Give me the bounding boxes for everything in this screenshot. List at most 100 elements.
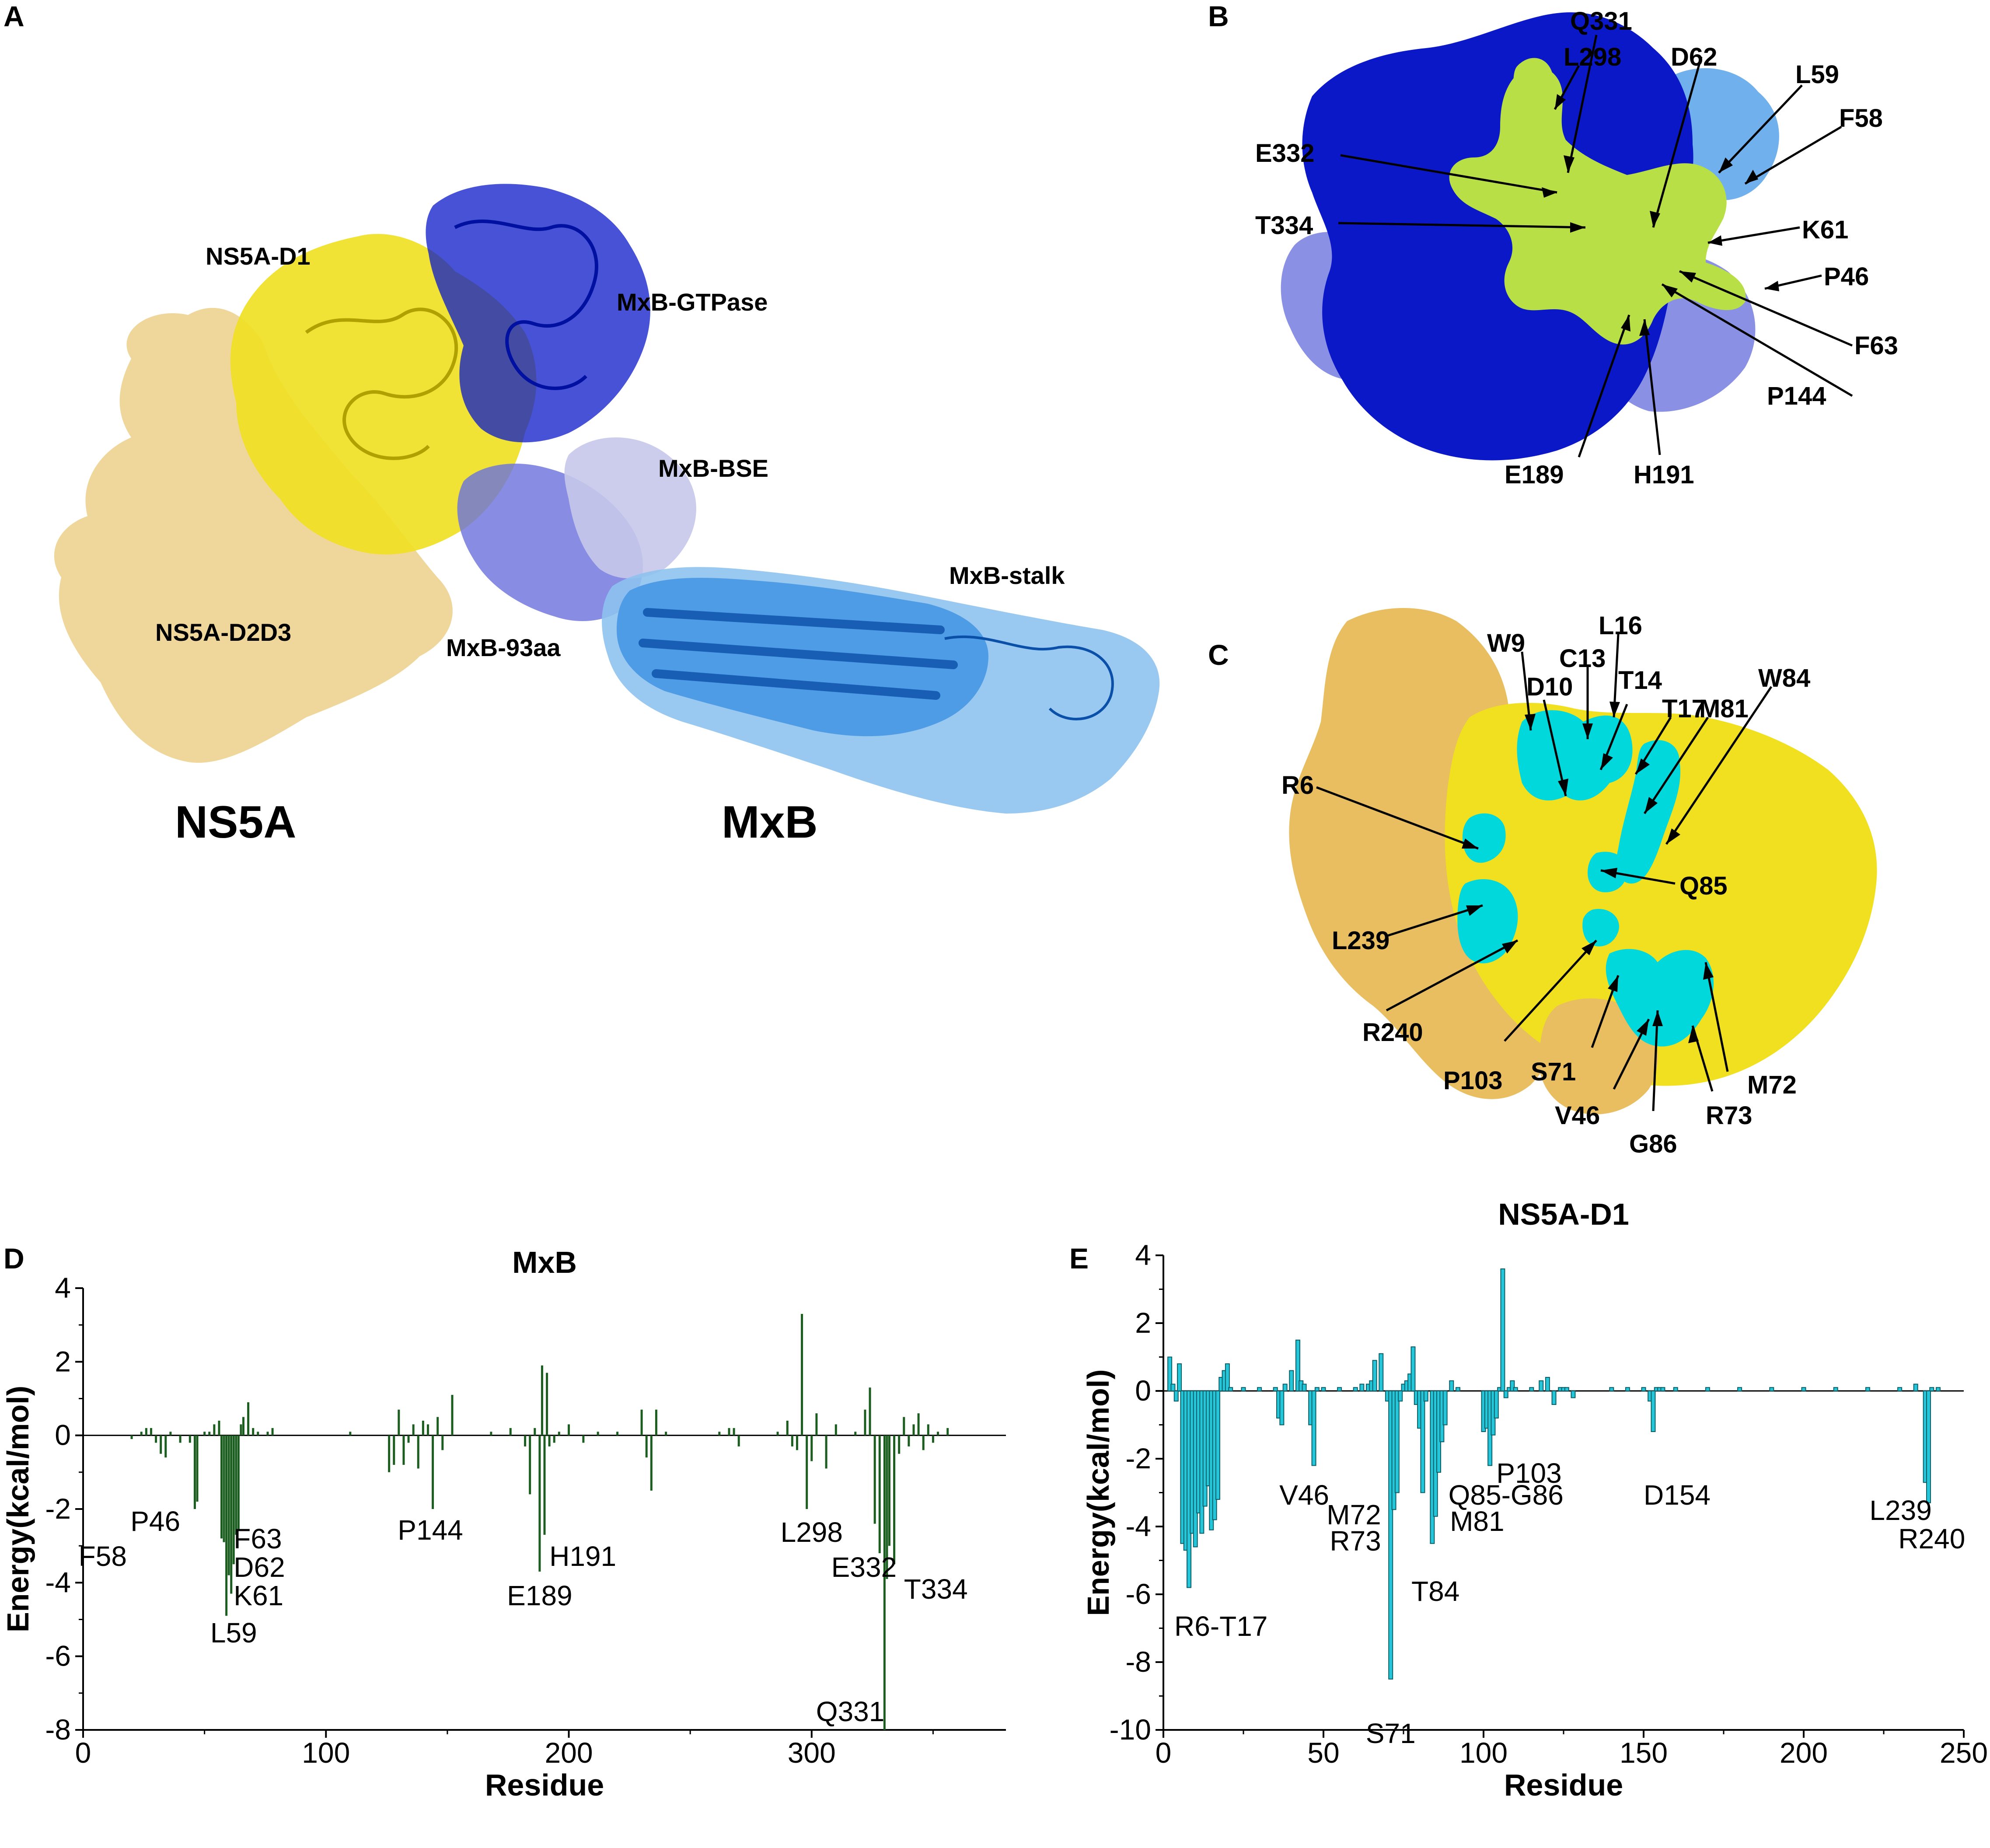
label-ns5a-d1: NS5A-D1 (206, 242, 311, 270)
energy-bar (227, 1435, 230, 1576)
res-c-m81: M81 (1699, 695, 1749, 723)
x-tick-label: 300 (788, 1736, 836, 1769)
residue-annotation: R73 (1330, 1525, 1381, 1557)
residue-annotation: P103 (1496, 1457, 1561, 1489)
residue-annotation: Q85-G86 (1449, 1479, 1564, 1511)
energy-bar (616, 1432, 619, 1436)
energy-bar (196, 1435, 199, 1502)
energy-bar (864, 1409, 866, 1436)
y-tick-label: -8 (45, 1713, 71, 1746)
energy-bar (407, 1435, 410, 1443)
energy-bar (1170, 1383, 1176, 1391)
energy-bar (412, 1424, 415, 1436)
res-b-e189: E189 (1505, 461, 1564, 489)
energy-bar (529, 1435, 531, 1495)
res-b-q331: Q331 (1570, 7, 1632, 35)
energy-bar (402, 1435, 405, 1465)
energy-bar (1394, 1390, 1400, 1493)
res-b-f58: F58 (1839, 104, 1883, 133)
y-tick-label: -2 (45, 1492, 71, 1525)
res-b-l59: L59 (1795, 60, 1839, 89)
energy-bar (1302, 1383, 1307, 1391)
chart-mxb-ylabel: Energy(kcal/mol) (1, 1386, 35, 1632)
res-b-e332: E332 (1255, 139, 1314, 168)
energy-bar (937, 1432, 939, 1436)
energy-bar (541, 1365, 543, 1436)
energy-bar (1494, 1390, 1499, 1418)
energy-bar (240, 1424, 242, 1436)
residue-annotation: F63 (234, 1523, 282, 1555)
energy-bar (538, 1435, 541, 1572)
ns5a-tan-bottom (1539, 998, 1658, 1114)
label-mxb-stalk: MxB-stalk (949, 562, 1065, 589)
residue-annotation: T84 (1411, 1576, 1459, 1607)
energy-bar (645, 1435, 648, 1458)
label-ns5a-d2d3: NS5A-D2D3 (155, 618, 291, 646)
panel-letter-c: C (1208, 639, 1229, 671)
residue-annotation: R240 (1898, 1523, 1965, 1555)
energy-bar (546, 1373, 548, 1436)
energy-bar (534, 1428, 536, 1436)
energy-bar (946, 1428, 949, 1436)
energy-bar (883, 1435, 886, 1730)
energy-bar (1609, 1387, 1614, 1391)
residue-annotation: T334 (904, 1573, 968, 1605)
res-b-l298: L298 (1564, 43, 1621, 71)
energy-bar (1442, 1390, 1448, 1425)
energy-bar (1673, 1387, 1678, 1391)
energy-bar (665, 1432, 667, 1436)
panel-c-structure: L16 W9 C13 D10 T14 T17 M81 W84 R6 Q85 L2… (1281, 608, 1877, 1158)
residue-annotation: Q331 (816, 1696, 885, 1727)
energy-bar (235, 1435, 237, 1535)
energy-bar (1167, 1356, 1173, 1391)
energy-bar (232, 1435, 235, 1565)
x-tick-label: 200 (1780, 1736, 1828, 1769)
res-c-p103: P103 (1443, 1066, 1502, 1095)
res-c-q85: Q85 (1679, 872, 1728, 900)
energy-bar (1289, 1370, 1294, 1391)
energy-bar (796, 1435, 798, 1450)
energy-bar (436, 1417, 439, 1436)
x-tick-label: 150 (1620, 1736, 1668, 1769)
energy-bar (1177, 1363, 1182, 1391)
residue-annotation: P46 (130, 1506, 180, 1537)
y-tick-label: 2 (55, 1345, 71, 1377)
energy-bar (271, 1428, 274, 1436)
energy-bar (932, 1435, 934, 1443)
energy-bar (733, 1428, 735, 1436)
res-c-r6: R6 (1281, 771, 1314, 800)
energy-bar (237, 1435, 240, 1531)
x-tick-label: 50 (1307, 1736, 1339, 1769)
energy-bar (898, 1435, 901, 1454)
energy-bar (490, 1432, 492, 1436)
res-c-t14: T14 (1618, 666, 1662, 695)
mxb-gtpase-domain-surface (1302, 12, 1693, 461)
chart-ns5a-xlabel: Residue (1504, 1768, 1623, 1802)
energy-bar (806, 1435, 808, 1509)
y-tick-label: -4 (45, 1566, 71, 1598)
res-c-w9: W9 (1487, 629, 1525, 657)
mxb-interface-patch (1449, 66, 1746, 345)
energy-bar (912, 1424, 915, 1436)
energy-bar (1935, 1387, 1941, 1391)
energy-bar (718, 1432, 721, 1436)
y-tick-label: 0 (1135, 1374, 1151, 1407)
energy-bar (1545, 1377, 1550, 1391)
energy-bar (650, 1435, 653, 1491)
energy-bar (1282, 1383, 1288, 1391)
ns5a-d1-ribbon (305, 307, 458, 460)
energy-bar (169, 1432, 172, 1436)
energy-bar (543, 1435, 546, 1535)
energy-bar (640, 1409, 643, 1436)
energy-bar (1660, 1387, 1665, 1391)
y-tick-label: -8 (1125, 1645, 1151, 1678)
energy-bar (189, 1435, 191, 1443)
energy-bar (130, 1435, 133, 1439)
x-tick-label: 0 (1156, 1736, 1172, 1769)
res-b-d62: D62 (1671, 43, 1717, 71)
res-b-p46: P46 (1824, 262, 1869, 291)
y-tick-label: -6 (1125, 1578, 1151, 1610)
energy-bar (1571, 1390, 1576, 1398)
ns5a-d2d3-surface (54, 307, 453, 763)
energy-bar (655, 1409, 657, 1436)
